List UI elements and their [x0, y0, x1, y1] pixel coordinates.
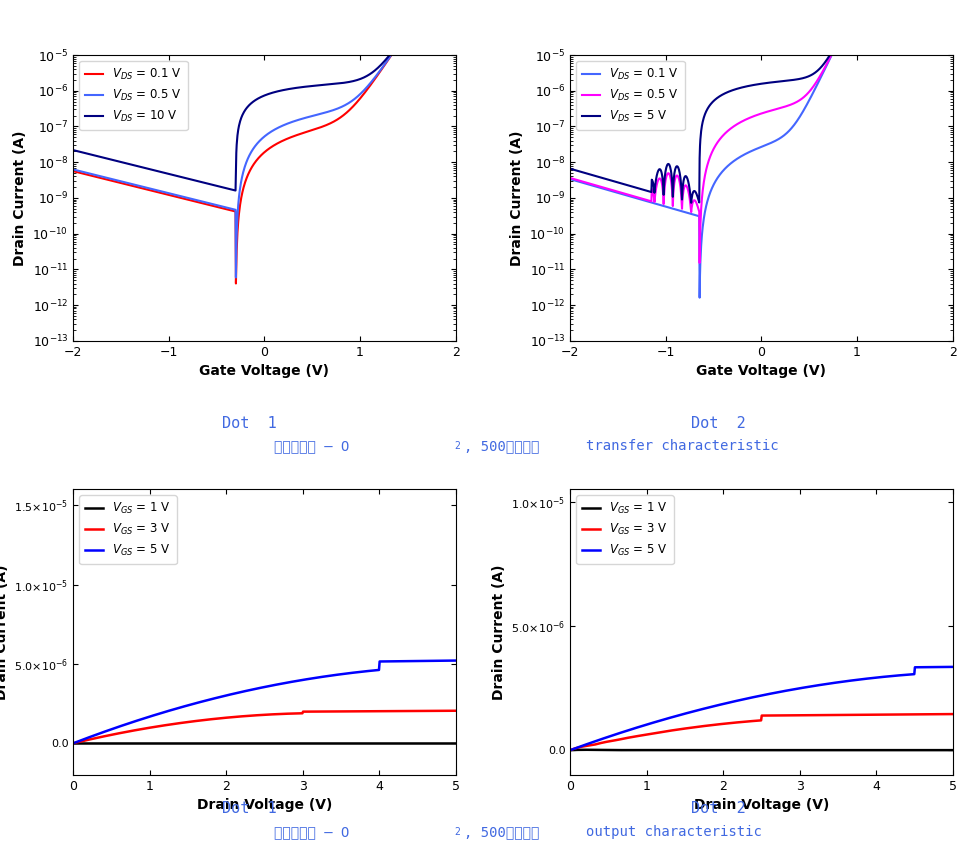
Text: Dot  1: Dot 1: [222, 416, 276, 431]
Text: Dot  2: Dot 2: [691, 801, 745, 817]
X-axis label: Gate Voltage (V): Gate Voltage (V): [199, 364, 329, 378]
Text: Dot  2: Dot 2: [691, 416, 745, 431]
Text: 열계면산화 – O: 열계면산화 – O: [274, 825, 349, 839]
Text: transfer characteristic: transfer characteristic: [586, 440, 779, 453]
Text: 2: 2: [454, 441, 460, 451]
X-axis label: Drain Voltage (V): Drain Voltage (V): [694, 799, 829, 812]
Legend: $V_{DS}$ = 0.1 V, $V_{DS}$ = 0.5 V, $V_{DS}$ = 10 V: $V_{DS}$ = 0.1 V, $V_{DS}$ = 0.5 V, $V_{…: [79, 61, 188, 130]
Y-axis label: Drain Current (A): Drain Current (A): [491, 564, 506, 700]
Text: Dot  1: Dot 1: [222, 801, 276, 817]
Text: , 500℃열첸리: , 500℃열첸리: [464, 440, 539, 453]
Legend: $V_{GS}$ = 1 V, $V_{GS}$ = 3 V, $V_{GS}$ = 5 V: $V_{GS}$ = 1 V, $V_{GS}$ = 3 V, $V_{GS}$…: [576, 495, 673, 564]
Legend: $V_{GS}$ = 1 V, $V_{GS}$ = 3 V, $V_{GS}$ = 5 V: $V_{GS}$ = 1 V, $V_{GS}$ = 3 V, $V_{GS}$…: [79, 495, 177, 564]
X-axis label: Gate Voltage (V): Gate Voltage (V): [697, 364, 827, 378]
Y-axis label: Drain Current (A): Drain Current (A): [13, 130, 27, 266]
Text: 2: 2: [454, 827, 460, 837]
Text: output characteristic: output characteristic: [586, 825, 762, 839]
Y-axis label: Drain Current (A): Drain Current (A): [0, 564, 9, 700]
Y-axis label: Drain Current (A): Drain Current (A): [510, 130, 524, 266]
Text: 열계면산화 – O: 열계면산화 – O: [274, 440, 349, 453]
Text: , 500℃열첸리: , 500℃열첸리: [464, 825, 539, 839]
X-axis label: Drain Voltage (V): Drain Voltage (V): [196, 799, 332, 812]
Legend: $V_{DS}$ = 0.1 V, $V_{DS}$ = 0.5 V, $V_{DS}$ = 5 V: $V_{DS}$ = 0.1 V, $V_{DS}$ = 0.5 V, $V_{…: [576, 61, 685, 130]
